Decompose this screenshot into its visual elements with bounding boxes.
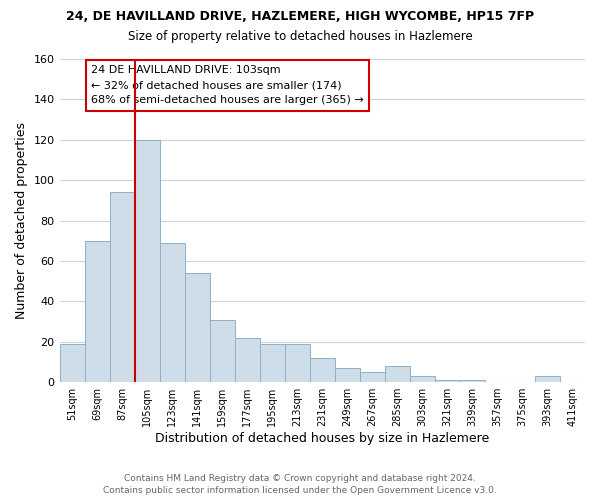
- Bar: [260, 344, 285, 382]
- Bar: [410, 376, 435, 382]
- Bar: [435, 380, 460, 382]
- Bar: [59, 344, 85, 382]
- X-axis label: Distribution of detached houses by size in Hazlemere: Distribution of detached houses by size …: [155, 432, 490, 445]
- Bar: [209, 320, 235, 382]
- Bar: [134, 140, 160, 382]
- Bar: [360, 372, 385, 382]
- Bar: [160, 243, 185, 382]
- Bar: [385, 366, 410, 382]
- Bar: [310, 358, 335, 382]
- Bar: [535, 376, 560, 382]
- Y-axis label: Number of detached properties: Number of detached properties: [15, 122, 28, 319]
- Bar: [185, 273, 209, 382]
- Bar: [460, 380, 485, 382]
- Bar: [85, 241, 110, 382]
- Text: 24, DE HAVILLAND DRIVE, HAZLEMERE, HIGH WYCOMBE, HP15 7FP: 24, DE HAVILLAND DRIVE, HAZLEMERE, HIGH …: [66, 10, 534, 23]
- Text: Size of property relative to detached houses in Hazlemere: Size of property relative to detached ho…: [128, 30, 472, 43]
- Bar: [235, 338, 260, 382]
- Text: Contains HM Land Registry data © Crown copyright and database right 2024.
Contai: Contains HM Land Registry data © Crown c…: [103, 474, 497, 495]
- Text: 24 DE HAVILLAND DRIVE: 103sqm
← 32% of detached houses are smaller (174)
68% of : 24 DE HAVILLAND DRIVE: 103sqm ← 32% of d…: [91, 66, 364, 105]
- Bar: [335, 368, 360, 382]
- Bar: [110, 192, 134, 382]
- Bar: [285, 344, 310, 382]
